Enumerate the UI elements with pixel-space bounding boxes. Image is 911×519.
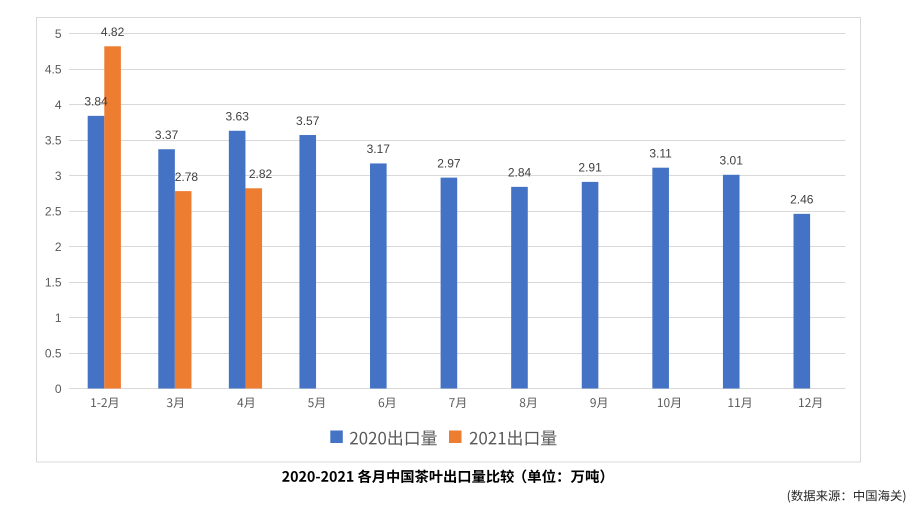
svg-text:0: 0 (55, 382, 62, 396)
svg-text:2: 2 (55, 240, 62, 254)
svg-text:1.5: 1.5 (45, 275, 62, 289)
svg-text:4.82: 4.82 (101, 25, 125, 39)
svg-text:3: 3 (55, 169, 62, 183)
svg-text:4.5: 4.5 (45, 62, 62, 76)
svg-text:3.63: 3.63 (226, 110, 250, 124)
svg-text:3.57: 3.57 (296, 114, 320, 128)
svg-text:2.78: 2.78 (175, 170, 199, 184)
svg-text:3.37: 3.37 (155, 128, 179, 142)
svg-text:2.5: 2.5 (45, 204, 62, 218)
svg-text:4: 4 (55, 98, 62, 112)
svg-text:3.01: 3.01 (720, 154, 744, 168)
svg-text:2.46: 2.46 (790, 193, 814, 207)
svg-text:3.17: 3.17 (367, 142, 391, 156)
svg-text:0.5: 0.5 (45, 346, 62, 360)
svg-text:2.97: 2.97 (437, 156, 461, 170)
svg-text:3.11: 3.11 (649, 147, 672, 161)
svg-text:2.91: 2.91 (578, 161, 602, 175)
svg-text:2.82: 2.82 (249, 167, 273, 181)
svg-text:3.5: 3.5 (45, 133, 62, 147)
svg-text:3.84: 3.84 (84, 95, 108, 109)
svg-text:1: 1 (55, 311, 62, 325)
svg-text:5: 5 (55, 27, 62, 41)
svg-text:2.84: 2.84 (508, 166, 532, 180)
